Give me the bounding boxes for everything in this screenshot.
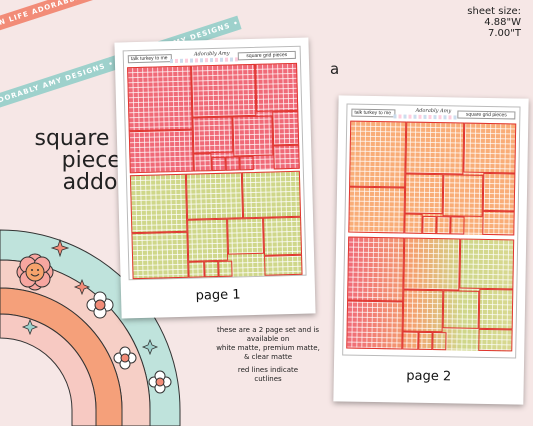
page-2-label: page 2	[406, 368, 452, 385]
sheet-size-height: 7.00"T	[488, 28, 521, 39]
note-line-3: white matte, premium matte,	[216, 344, 320, 352]
variant-letter: a	[330, 60, 340, 78]
title-line-3: addon	[62, 170, 132, 195]
title-line-2: pieces	[61, 148, 133, 173]
sheet-1-pink-block	[127, 62, 300, 174]
page-1-label: page 1	[195, 287, 241, 304]
sheet-size-label: sheet size:	[467, 6, 521, 17]
note-line-5: red lines indicate	[237, 366, 299, 374]
rainbow-illustration	[0, 229, 181, 426]
sheet-size-width: 4.88"W	[484, 17, 521, 28]
sheet-2-header-right: square grid pieces	[457, 110, 516, 120]
note-line-2: available on	[246, 335, 290, 343]
sheet-1-logo: Adorably Amy	[193, 50, 230, 58]
sheet-2-logo: Adorably Amy	[415, 107, 452, 115]
availability-note: these are a 2 page set and is available …	[200, 326, 336, 384]
header-stripe	[393, 114, 458, 120]
sheet-1-header-right: square grid pieces	[237, 50, 296, 61]
header-stripe	[169, 57, 238, 64]
sheet-2-header-left: talk turkey to me	[351, 108, 396, 118]
note-line-4: & clear matte	[243, 353, 293, 361]
sheet-2-orange-block	[348, 120, 517, 236]
sheet-1-green-block	[129, 170, 303, 280]
sheet-2-header: talk turkey to me Adorably Amy square gr…	[347, 105, 519, 122]
note-line-1: these are a 2 page set and is	[216, 326, 320, 334]
sheet-1-body: talk turkey to me Adorably Amy square gr…	[122, 45, 307, 281]
sheet-2-mixed-block	[346, 236, 515, 352]
sheet-size: sheet size: 4.88"W 7.00"T	[467, 6, 521, 39]
note-line-6: cutlines	[254, 375, 282, 383]
sticker-sheet-page-2: talk turkey to me Adorably Amy square gr…	[333, 95, 529, 405]
sticker-sheet-page-1: talk turkey to me Adorably Amy square gr…	[114, 37, 316, 319]
sheet-1-header-left: talk turkey to me	[127, 54, 172, 64]
sheet-2-body: talk turkey to me Adorably Amy square gr…	[342, 103, 521, 359]
